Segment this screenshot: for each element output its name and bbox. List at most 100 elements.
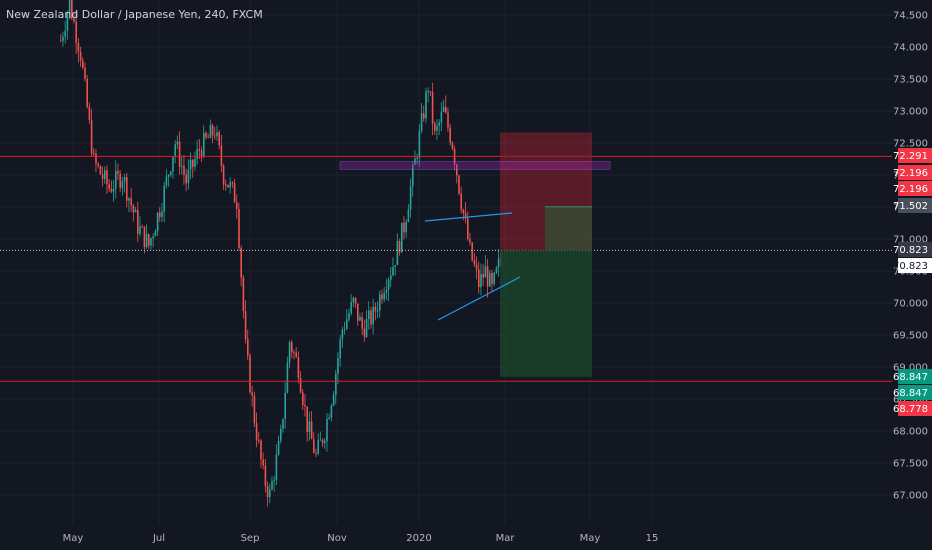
price-axis[interactable]: 74.50074.00073.50073.00072.50072.00071.5… bbox=[892, 0, 932, 550]
candle-body bbox=[73, 18, 75, 22]
candle-body bbox=[390, 275, 392, 280]
candle-body bbox=[297, 356, 300, 379]
candle-body bbox=[269, 489, 271, 498]
candle-body bbox=[143, 226, 146, 248]
candle-body bbox=[77, 42, 80, 52]
candle-body bbox=[240, 247, 242, 278]
candle-body bbox=[484, 266, 487, 278]
candle-body bbox=[315, 452, 317, 454]
price-tick-label: 68.000 bbox=[893, 427, 928, 438]
candle-body bbox=[150, 238, 152, 246]
candle-body bbox=[295, 352, 297, 357]
candle-body bbox=[482, 273, 484, 278]
drawings[interactable] bbox=[0, 132, 892, 382]
candle-body bbox=[71, 0, 73, 19]
candle-body bbox=[379, 294, 381, 311]
candle-body bbox=[440, 111, 443, 123]
candle-body bbox=[392, 266, 394, 276]
candle-body bbox=[258, 440, 260, 442]
candle-body bbox=[115, 170, 117, 189]
candle-body bbox=[326, 419, 328, 441]
candle-body bbox=[341, 329, 344, 340]
candle-body bbox=[271, 481, 273, 490]
candle-body bbox=[425, 91, 427, 119]
candle-body bbox=[90, 119, 93, 154]
candle-body bbox=[418, 130, 421, 158]
candle-body bbox=[262, 459, 264, 466]
candle-body bbox=[306, 406, 308, 433]
price-tag-label: 71.502 bbox=[893, 201, 928, 212]
candle-body bbox=[121, 181, 124, 188]
candle-body bbox=[236, 202, 238, 209]
candle-body bbox=[174, 144, 176, 157]
price-tick-label: 67.500 bbox=[893, 459, 928, 470]
candle-body bbox=[407, 209, 410, 222]
candle-body bbox=[398, 240, 401, 253]
price-tick-label: 74.000 bbox=[893, 43, 928, 54]
price-tick-label: 73.000 bbox=[893, 107, 928, 118]
candle-body bbox=[170, 171, 172, 175]
candle-body bbox=[337, 358, 339, 374]
candle-body bbox=[97, 163, 99, 167]
candle-body bbox=[141, 226, 143, 228]
price-tick-label: 69.500 bbox=[893, 331, 928, 342]
candle-body bbox=[216, 132, 218, 137]
candle-body bbox=[189, 159, 192, 170]
candle-body bbox=[233, 183, 236, 203]
candle-body bbox=[229, 182, 231, 188]
candle-body bbox=[335, 373, 337, 395]
time-tick-label: Mar bbox=[496, 533, 516, 544]
candle-body bbox=[231, 182, 234, 184]
price-tag bbox=[898, 148, 932, 163]
candle-body bbox=[339, 339, 341, 359]
take-profit-zone bbox=[500, 250, 592, 377]
candle-body bbox=[264, 465, 267, 486]
candle-body bbox=[148, 234, 150, 246]
time-tick-label: Sep bbox=[241, 533, 260, 544]
candle-body bbox=[451, 142, 454, 149]
time-tick-label: 15 bbox=[646, 533, 659, 544]
candle-body bbox=[462, 209, 465, 214]
price-tick-label: 73.500 bbox=[893, 75, 928, 86]
candle-body bbox=[106, 170, 108, 185]
candle-body bbox=[134, 210, 137, 213]
candle-body bbox=[299, 378, 302, 393]
candle-body bbox=[75, 21, 77, 43]
candle-body bbox=[209, 125, 212, 138]
time-axis[interactable]: May Jul Sep Nov 2020 Mar May 15 bbox=[0, 524, 932, 550]
candle-body bbox=[247, 339, 249, 356]
candle-body bbox=[163, 185, 165, 212]
candle-body bbox=[203, 132, 205, 157]
price-tag-label: 68.847 bbox=[893, 388, 928, 399]
price-tick-label: 74.500 bbox=[893, 11, 928, 22]
candle-body bbox=[359, 317, 361, 321]
candle-body bbox=[363, 328, 366, 337]
candle-body bbox=[387, 279, 390, 291]
candle-body bbox=[280, 428, 282, 441]
price-tag bbox=[898, 242, 932, 257]
candle-body bbox=[194, 158, 196, 167]
candle-body bbox=[200, 150, 203, 157]
candle-body bbox=[130, 198, 132, 206]
price-tag bbox=[898, 181, 932, 196]
candle-body bbox=[62, 36, 64, 41]
candle-body bbox=[324, 440, 326, 444]
candle-body bbox=[449, 127, 451, 143]
candle-body bbox=[198, 149, 201, 151]
price-tag-label: 68.847 bbox=[893, 372, 928, 383]
candle-body bbox=[84, 67, 86, 79]
candle-body bbox=[431, 92, 434, 124]
candle-body bbox=[412, 164, 414, 187]
candle-body bbox=[385, 290, 388, 293]
candle-body bbox=[139, 226, 141, 234]
candle-body bbox=[214, 135, 216, 137]
candle-body bbox=[211, 125, 214, 136]
candle-body bbox=[60, 40, 62, 42]
candle-body bbox=[495, 267, 498, 273]
candle-body bbox=[346, 319, 348, 329]
candle-body bbox=[152, 236, 154, 239]
time-tick-label: 2020 bbox=[406, 533, 431, 544]
candle-body bbox=[192, 159, 194, 167]
candle-body bbox=[242, 277, 245, 312]
